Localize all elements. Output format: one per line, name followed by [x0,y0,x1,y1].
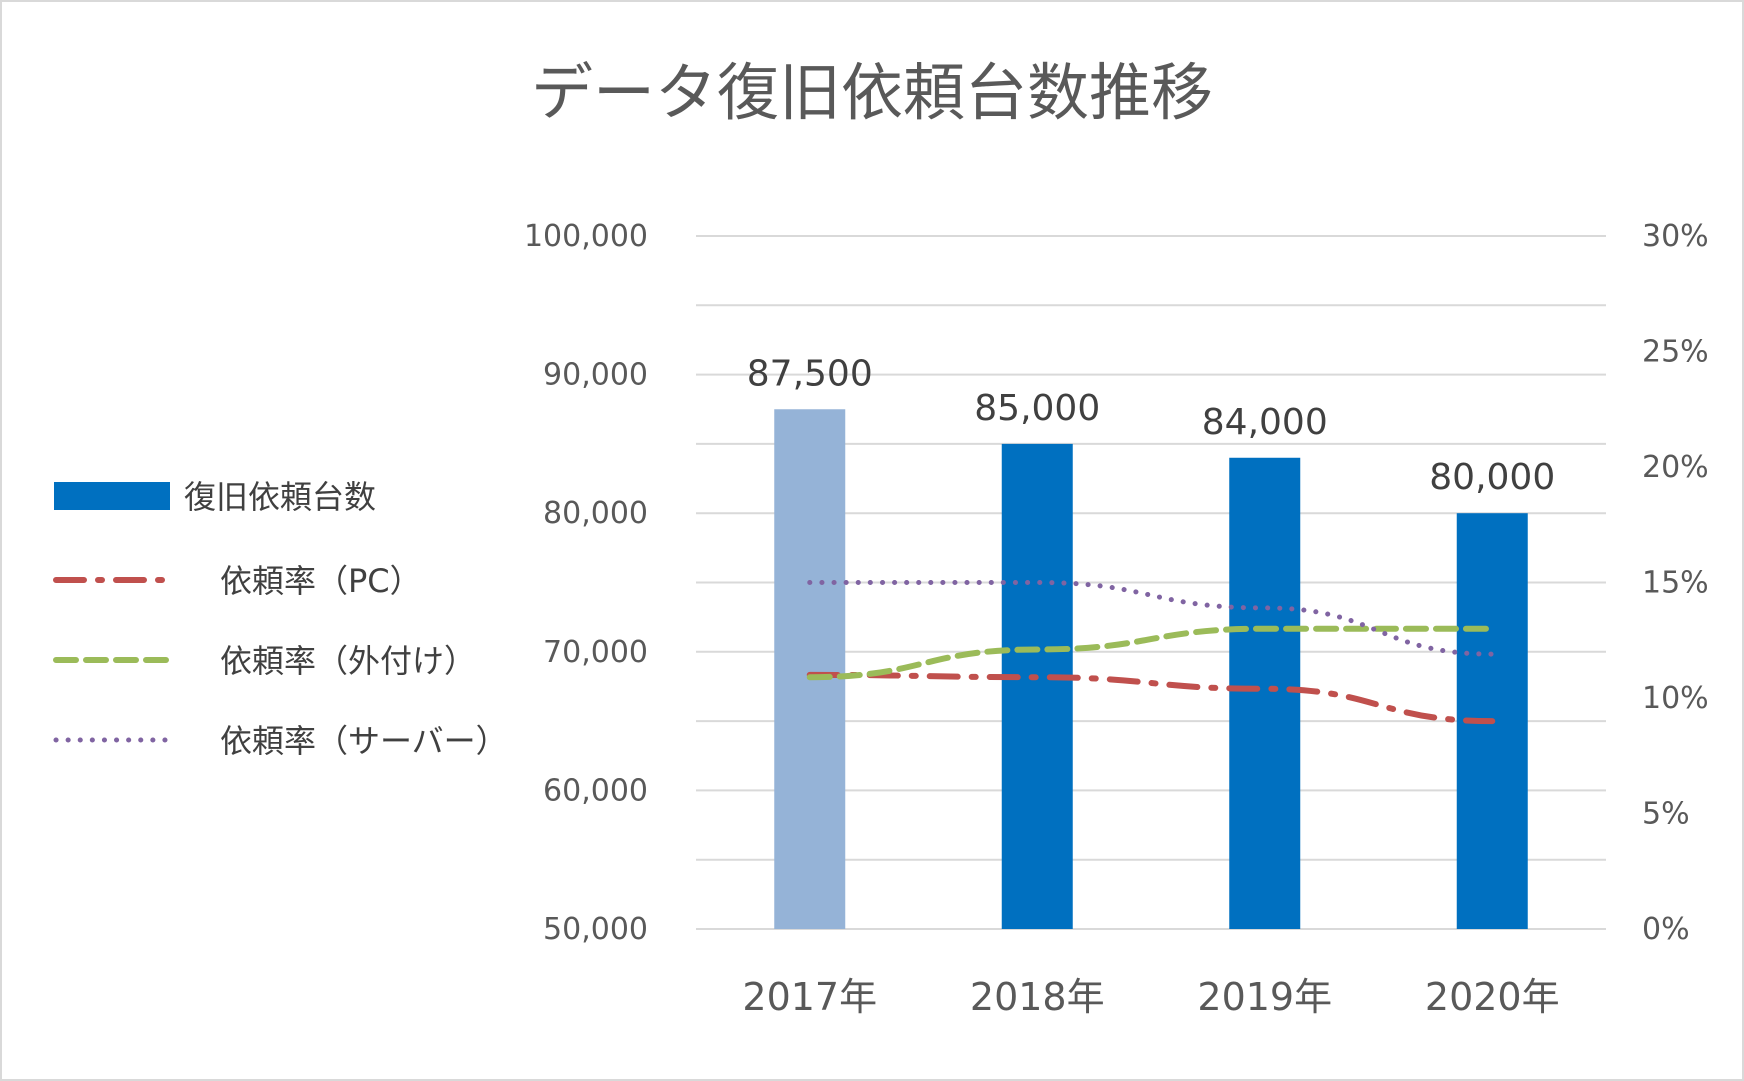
line-series-path[interactable] [806,671,1496,725]
left-tick-label: 70,000 [543,635,648,670]
bar-data-label: 84,000 [1202,402,1328,443]
x-axis: 2017年 2018年 2019年 2020年 [742,975,1559,1019]
legend-item[interactable]: 復旧依頼台数 [54,478,376,516]
bar[interactable] [1001,443,1073,929]
right-tick-label: 20% [1642,450,1709,485]
right-tick-label: 0% [1642,912,1690,947]
legend-swatch [54,482,170,510]
right-tick-label: 10% [1642,681,1709,716]
line-series [806,580,1496,725]
legend-item[interactable]: 依頼率（PC） [53,562,422,600]
legend-item[interactable]: 依頼率（外付け） [53,642,476,680]
chart-title: データ復旧依頼台数推移 [531,56,1213,129]
category-label: 2020年 [1425,975,1560,1019]
bar[interactable] [774,409,846,929]
category-label: 2019年 [1197,975,1332,1019]
line-series-path[interactable] [807,580,1495,657]
bar-series [774,409,1528,929]
legend-label: 依頼率（PC） [220,562,422,600]
line-series-path[interactable] [806,625,1496,681]
bar[interactable] [1229,457,1301,929]
bar-data-label: 87,500 [747,353,873,394]
legend-label: 依頼率（外付け） [220,642,476,680]
bar-data-label: 80,000 [1429,457,1555,498]
left-tick-label: 90,000 [543,358,648,393]
right-tick-label: 5% [1642,797,1690,832]
bar-data-label: 85,000 [974,388,1100,429]
right-tick-label: 15% [1642,566,1709,601]
category-label: 2017年 [742,975,877,1019]
legend-label: 復旧依頼台数 [184,478,376,516]
left-tick-label: 100,000 [524,219,648,254]
legend-item[interactable]: 依頼率（サーバー） [53,722,508,760]
left-tick-label: 80,000 [543,496,648,531]
left-tick-label: 60,000 [543,773,648,808]
left-tick-label: 50,000 [543,912,648,947]
right-tick-label: 30% [1642,219,1709,254]
category-label: 2018年 [970,975,1105,1019]
legend-label: 依頼率（サーバー） [220,722,508,760]
left-axis: 50,000 60,000 70,000 80,000 90,000 100,000 [524,219,648,947]
right-axis: 0% 5% 10% 15% 20% 25% 30% [1642,219,1709,947]
data-labels: 87,500 85,000 84,000 80,000 [747,353,1555,498]
right-tick-label: 25% [1642,335,1709,370]
